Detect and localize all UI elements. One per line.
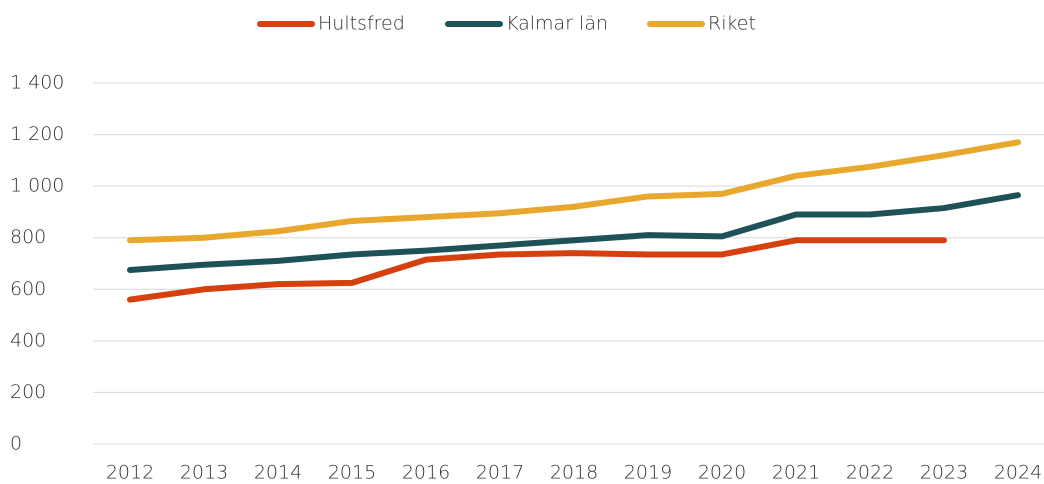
x-tick-label: 2019 xyxy=(624,462,672,484)
series-line xyxy=(127,139,1021,244)
x-tick-label: 2014 xyxy=(254,462,302,484)
y-tick-label: 1 200 xyxy=(10,123,64,145)
x-tick-label: 2013 xyxy=(180,462,228,484)
x-tick-label: 2016 xyxy=(402,462,450,484)
x-tick-label: 2024 xyxy=(994,462,1042,484)
legend-label: Riket xyxy=(708,13,756,35)
series-line xyxy=(127,237,947,303)
x-tick-label: 2015 xyxy=(328,462,376,484)
y-tick-label: 600 xyxy=(10,278,46,300)
x-tick-label: 2021 xyxy=(772,462,820,484)
y-tick-label: 400 xyxy=(10,329,46,351)
x-tick-label: 2023 xyxy=(920,462,968,484)
y-tick-label: 800 xyxy=(10,226,46,248)
y-tick-label: 1 000 xyxy=(10,175,64,197)
x-tick-label: 2022 xyxy=(846,462,894,484)
y-tick-label: 1 400 xyxy=(10,72,64,94)
y-tick-label: 0 xyxy=(10,433,22,455)
x-tick-label: 2012 xyxy=(106,462,154,484)
y-tick-label: 200 xyxy=(10,381,46,403)
x-tick-label: 2018 xyxy=(550,462,598,484)
x-tick-label: 2017 xyxy=(476,462,524,484)
legend-label: Kalmar län xyxy=(506,13,608,35)
legend-label: Hultsfred xyxy=(318,13,405,35)
x-tick-label: 2020 xyxy=(698,462,746,484)
series-line xyxy=(127,192,1021,273)
